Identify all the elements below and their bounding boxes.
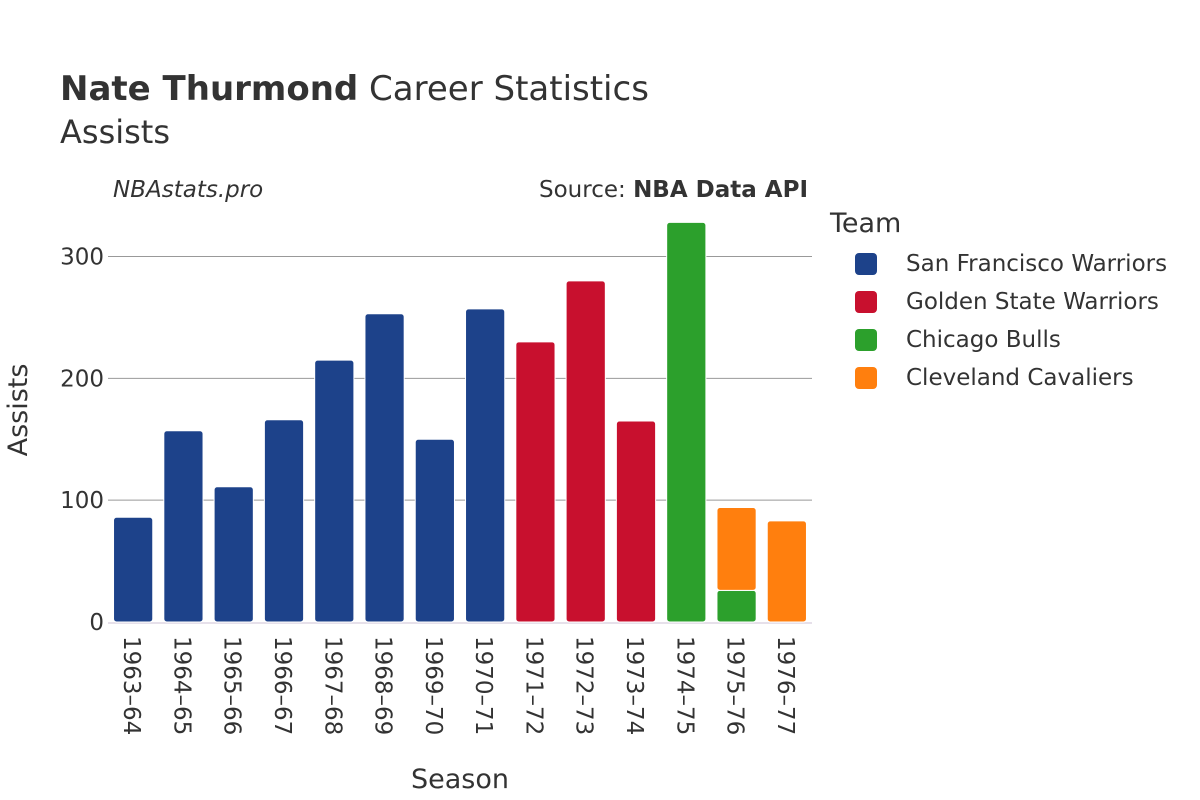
x-tick-label: 1971–72 — [520, 636, 546, 735]
legend-swatch — [855, 253, 877, 275]
x-axis-label: Season — [411, 764, 509, 795]
y-tick-label: 200 — [60, 366, 104, 392]
y-tick-label: 100 — [60, 488, 104, 514]
legend-items: San Francisco Warriors Golden State Warri… — [830, 245, 1167, 397]
bar[interactable] — [163, 430, 204, 623]
y-axis-label: Assists — [3, 364, 34, 457]
bar[interactable] — [716, 589, 757, 623]
bar[interactable] — [716, 506, 757, 591]
bars — [113, 221, 807, 623]
bar[interactable] — [314, 359, 355, 623]
chart-title: Nate Thurmond Career Statistics — [60, 68, 649, 110]
legend-title: Team — [830, 208, 902, 239]
legend-label: Golden State Warriors — [906, 289, 1159, 315]
bar[interactable] — [263, 419, 305, 623]
legend-item[interactable]: Golden State Warriors — [830, 283, 1167, 321]
bar[interactable] — [213, 486, 254, 623]
legend-swatch — [855, 291, 877, 313]
bar[interactable] — [666, 221, 707, 623]
legend: Team San Francisco Warriors Golden State … — [830, 208, 1167, 397]
y-tick-label: 0 — [89, 610, 104, 636]
x-tick-label: 1966–67 — [269, 636, 295, 735]
bar[interactable] — [515, 341, 556, 623]
bar[interactable] — [565, 280, 606, 623]
x-tick-label: 1967–68 — [319, 636, 345, 735]
x-tick-label: 1965–66 — [219, 636, 245, 735]
gridlines — [108, 256, 812, 624]
x-tick-label: 1968–69 — [370, 636, 396, 735]
source-credit: Source: NBA Data API — [539, 177, 808, 203]
x-tick-labels: 1963–64 1964–65 1965–66 1966–67 1967–68 1968–… — [118, 636, 798, 735]
watermark: NBAstats.pro — [113, 177, 264, 203]
legend-label: Chicago Bulls — [906, 327, 1061, 353]
source-name: NBA Data API — [633, 177, 808, 203]
legend-item[interactable]: Chicago Bulls — [830, 321, 1167, 359]
source-prefix: Source: — [539, 177, 634, 203]
x-tick-label: 1972–73 — [571, 636, 597, 735]
bar[interactable] — [615, 420, 657, 623]
x-tick-label: 1973–74 — [621, 636, 647, 735]
x-tick-label: 1975–76 — [722, 636, 748, 735]
chart-subtitle: Assists — [60, 113, 171, 151]
x-tick-label: 1970–71 — [470, 636, 496, 735]
legend-item[interactable]: Cleveland Cavaliers — [830, 359, 1167, 397]
x-tick-label: 1964–65 — [168, 636, 194, 735]
bar[interactable] — [766, 520, 807, 623]
x-tick-label: 1974–75 — [671, 636, 697, 735]
legend-swatch — [855, 329, 877, 351]
bar[interactable] — [414, 438, 455, 623]
bar[interactable] — [364, 313, 405, 623]
legend-label: San Francisco Warriors — [906, 251, 1168, 277]
legend-item[interactable]: San Francisco Warriors — [830, 245, 1167, 283]
y-tick-labels: 0 100 200 300 — [60, 245, 104, 636]
x-tick-label: 1963–64 — [118, 636, 144, 735]
player-name: Nate Thurmond — [60, 69, 359, 109]
bar[interactable] — [465, 308, 506, 623]
x-tick-label: 1969–70 — [420, 636, 446, 735]
legend-swatch — [855, 367, 877, 389]
bar[interactable] — [113, 516, 154, 623]
y-tick-label: 300 — [60, 245, 104, 271]
x-tick-label: 1976–77 — [772, 636, 798, 735]
title-suffix: Career Statistics — [358, 69, 649, 109]
legend-label: Cleveland Cavaliers — [906, 365, 1134, 391]
